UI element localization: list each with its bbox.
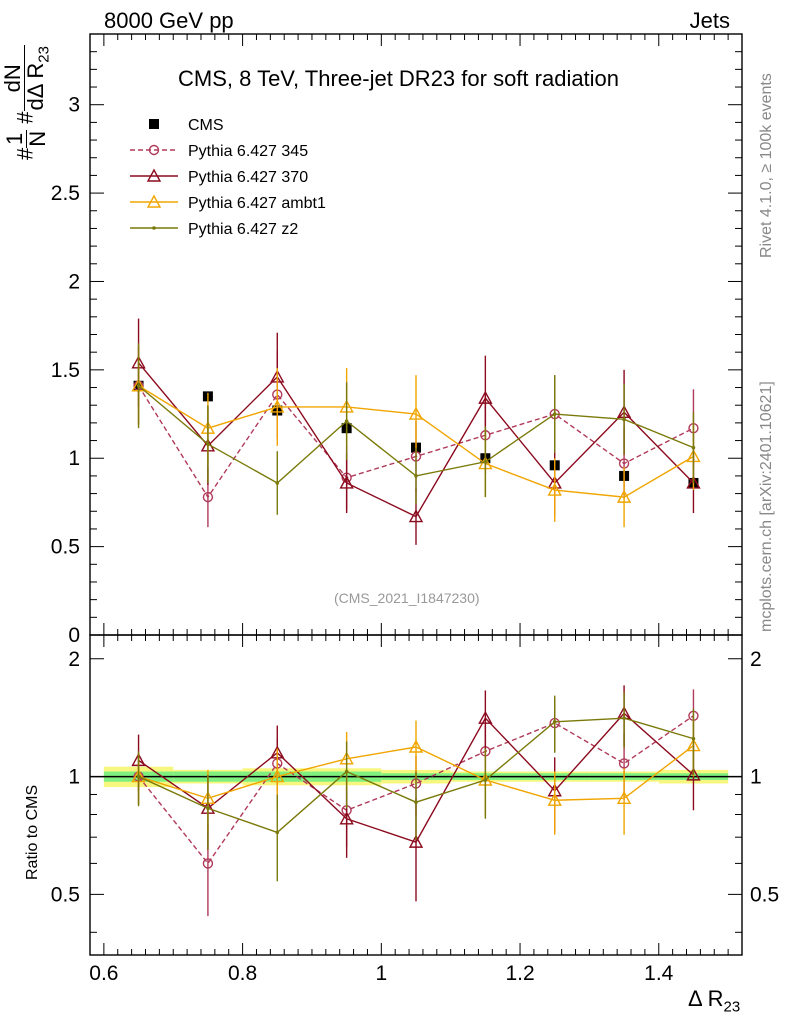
ratio-point-pythia-6-427-370 [686, 767, 701, 781]
ratio-point-pythia-6-427-ambt1 [408, 739, 424, 753]
ratio-y-tick-label-right: 0.5 [750, 883, 779, 906]
ratio-point-pythia-6-427-z2 [275, 830, 280, 835]
ratio-frame [89, 634, 743, 956]
main-point-pythia-6-427-ambt1 [547, 482, 562, 496]
ratio-y-tick-label: 1 [68, 766, 80, 789]
main-point-pythia-6-427-370 [478, 390, 493, 404]
main-point-pythia-6-427-345 [202, 491, 214, 503]
main-point-pythia-6-427-z2 [483, 459, 488, 464]
ratio-point-pythia-6-427-z2 [552, 720, 557, 724]
ratio-point-pythia-6-427-345 [618, 758, 630, 769]
ratio-y-tick-label-right: 1 [750, 766, 762, 789]
legend-label-cms: CMS [188, 117, 224, 134]
main-point-pythia-6-427-ambt1 [616, 489, 632, 503]
main-point-pythia-6-427-z2 [206, 442, 210, 446]
process-label: Jets [689, 8, 730, 33]
x-tick-label: 1 [375, 962, 387, 985]
main-point-pythia-6-427-ambt1 [270, 399, 285, 413]
main-point-pythia-6-427-z2 [691, 445, 696, 450]
ratio-point-pythia-6-427-z2 [206, 806, 210, 811]
legend-marker-cms [149, 119, 159, 129]
x-axis-label: Δ R23 [688, 986, 741, 1016]
legend-label-pythia-6-427-ambt1: Pythia 6.427 ambt1 [188, 195, 326, 212]
main-point-pythia-6-427-z2 [552, 412, 557, 416]
y-tick-label: 1.5 [51, 359, 80, 382]
main-point-pythia-6-427-ambt1 [408, 406, 424, 420]
y-tick-label: 0.5 [51, 536, 80, 559]
ratio-point-pythia-6-427-z2 [622, 716, 626, 720]
main-point-pythia-6-427-z2 [622, 417, 626, 422]
main-point-pythia-6-427-z2 [414, 474, 418, 478]
main-point-pythia-6-427-370 [408, 509, 424, 523]
x-tick-label: 0.6 [89, 962, 118, 985]
legend-label-pythia-6-427-345: Pythia 6.427 345 [188, 143, 308, 160]
x-tick-label: 1.2 [505, 962, 534, 985]
ratio-point-pythia-6-427-ambt1 [270, 769, 285, 783]
main-point-pythia-6-427-z2 [275, 481, 280, 485]
y-tick-label: 2 [68, 270, 80, 293]
ratio-y-axis-label: Ratio to CMS [24, 784, 41, 880]
ratio-point-pythia-6-427-370 [408, 834, 424, 848]
legend-marker-pythia-6-427-z2 [152, 226, 156, 230]
legend-label-pythia-6-427-z2: Pythia 6.427 z2 [188, 221, 298, 238]
rivet-version-label: Rivet 4.1.0, ≥ 100k events [758, 73, 775, 258]
main-point-pythia-6-427-z2 [136, 383, 141, 388]
ratio-y-tick-label: 0.5 [51, 883, 80, 906]
ratio-point-pythia-6-427-z2 [344, 769, 349, 774]
ratio-point-pythia-6-427-ambt1 [616, 790, 632, 804]
ratio-point-pythia-6-427-370 [339, 811, 354, 825]
ratio-line-pythia-6-427-345 [138, 715, 694, 865]
ratio-point-pythia-6-427-345 [202, 858, 214, 869]
main-point-pythia-6-427-z2 [344, 419, 349, 423]
ratio-panel: 0.6 0.8 1 1.2 1.4 0.5 0.5 1 1 2 2 [51, 634, 779, 985]
y-tick-label: 0 [68, 624, 80, 647]
mcplots-label: mcplots.cern.ch [arXiv:2401.10621] [758, 381, 775, 632]
ratio-point-pythia-6-427-z2 [483, 778, 488, 782]
collision-label: 8000 GeV pp [104, 8, 234, 33]
y-tick-label: 1 [68, 447, 80, 470]
main-point-pythia-6-427-370 [339, 475, 354, 489]
x-tick-label: 1.4 [644, 962, 674, 985]
legend: CMS Pythia 6.427 345 Pythia 6.427 370 Pythi… [130, 117, 326, 238]
legend-marker-pythia-6-427-370 [146, 168, 162, 182]
ratio-point-pythia-6-427-z2 [414, 800, 418, 805]
y-tick-label: 2.5 [51, 182, 80, 205]
analysis-id: (CMS_2021_I1847230) [334, 590, 480, 606]
legend-marker-pythia-6-427-ambt1 [146, 194, 162, 208]
legend-marker-pythia-6-427-345 [148, 144, 160, 156]
ratio-point-pythia-6-427-370 [478, 710, 493, 724]
chart-title: CMS, 8 TeV, Three-jet DR23 for soft radi… [178, 66, 620, 91]
x-tick-label: 0.8 [228, 962, 257, 985]
ratio-point-pythia-6-427-ambt1 [547, 792, 562, 806]
legend-label-pythia-6-427-370: Pythia 6.427 370 [188, 169, 308, 186]
y-tick-label: 3 [68, 94, 80, 117]
ratio-point-pythia-6-427-z2 [691, 736, 696, 741]
ratio-y-tick-label: 2 [68, 648, 80, 671]
ratio-y-tick-label-right: 2 [750, 648, 762, 671]
ratio-point-pythia-6-427-z2 [136, 774, 141, 779]
main-y-axis-label: #1 N # dN dΔ R23 [0, 45, 53, 160]
